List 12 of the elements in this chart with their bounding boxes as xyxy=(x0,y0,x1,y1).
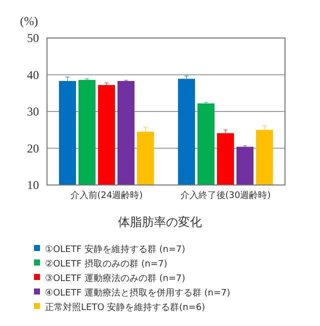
y-tick-label: 40 xyxy=(27,68,39,82)
y-tick-label: 50 xyxy=(27,31,39,45)
y-tick-label: 10 xyxy=(27,178,39,192)
x-tick-label: 介入終了後(30週齢時) xyxy=(180,190,271,201)
legend-label: ③OLETF 運動療法のみの群 (n=7) xyxy=(45,273,186,284)
y-tick-label: 20 xyxy=(27,141,39,156)
y-axis-title: (%) xyxy=(20,14,38,28)
text: 体脂肪率の変化 xyxy=(118,215,202,229)
y-tick-label: 30 xyxy=(27,104,39,118)
legend-label: ②OLETF 摂取のみの群 (n=7) xyxy=(45,258,168,270)
legend-label: ①OLETF 安静を維持する群 (n=7) xyxy=(45,244,186,255)
x-tick-label: 介入前(24週齢時) xyxy=(70,190,143,201)
